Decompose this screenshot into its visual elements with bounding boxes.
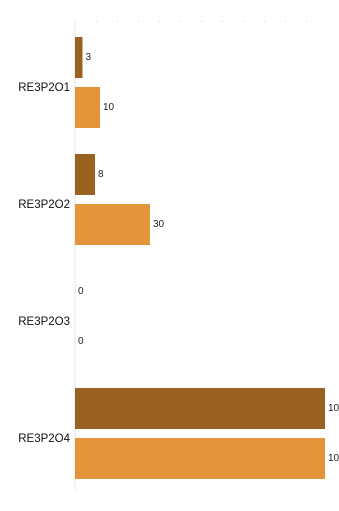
top-grid-dots	[75, 21, 307, 22]
category-label: RE3P2O2	[18, 199, 70, 211]
grid-dot	[264, 21, 265, 22]
bar-series-1	[75, 154, 95, 195]
grid-dot	[180, 21, 181, 22]
grid-dot	[306, 21, 307, 22]
bars-layer	[75, 37, 325, 479]
bar-series-2	[75, 87, 100, 128]
bar-series-1	[75, 388, 325, 429]
data-label: 8	[98, 169, 104, 180]
bar-series-2	[75, 438, 325, 479]
data-label: 0	[78, 286, 84, 297]
grid-dot	[201, 21, 202, 22]
grid-dot	[159, 21, 160, 22]
grid-dot	[285, 21, 286, 22]
data-label: 3	[86, 52, 92, 63]
grid-dot	[222, 21, 223, 22]
bar-series-2	[75, 204, 150, 245]
category-label: RE3P2O3	[18, 316, 70, 328]
data-label: 30	[153, 219, 165, 230]
data-label: 10	[103, 102, 115, 113]
category-label: RE3P2O1	[18, 82, 70, 94]
grid-dot	[138, 21, 139, 22]
grid-dot	[75, 21, 76, 22]
data-label: 10	[328, 453, 339, 464]
grid-dot	[117, 21, 118, 22]
data-label: 0	[78, 336, 84, 347]
labels-layer: RE3P2O1 3 10 RE3P2O2 8 30 RE3P2O3 0 0 RE3P2O4 10 10	[18, 52, 339, 464]
grid-dot	[243, 21, 244, 22]
bar-series-1	[75, 37, 83, 78]
data-label: 10	[328, 403, 339, 414]
grid-dot	[96, 21, 97, 22]
category-label: RE3P2O4	[18, 433, 70, 445]
